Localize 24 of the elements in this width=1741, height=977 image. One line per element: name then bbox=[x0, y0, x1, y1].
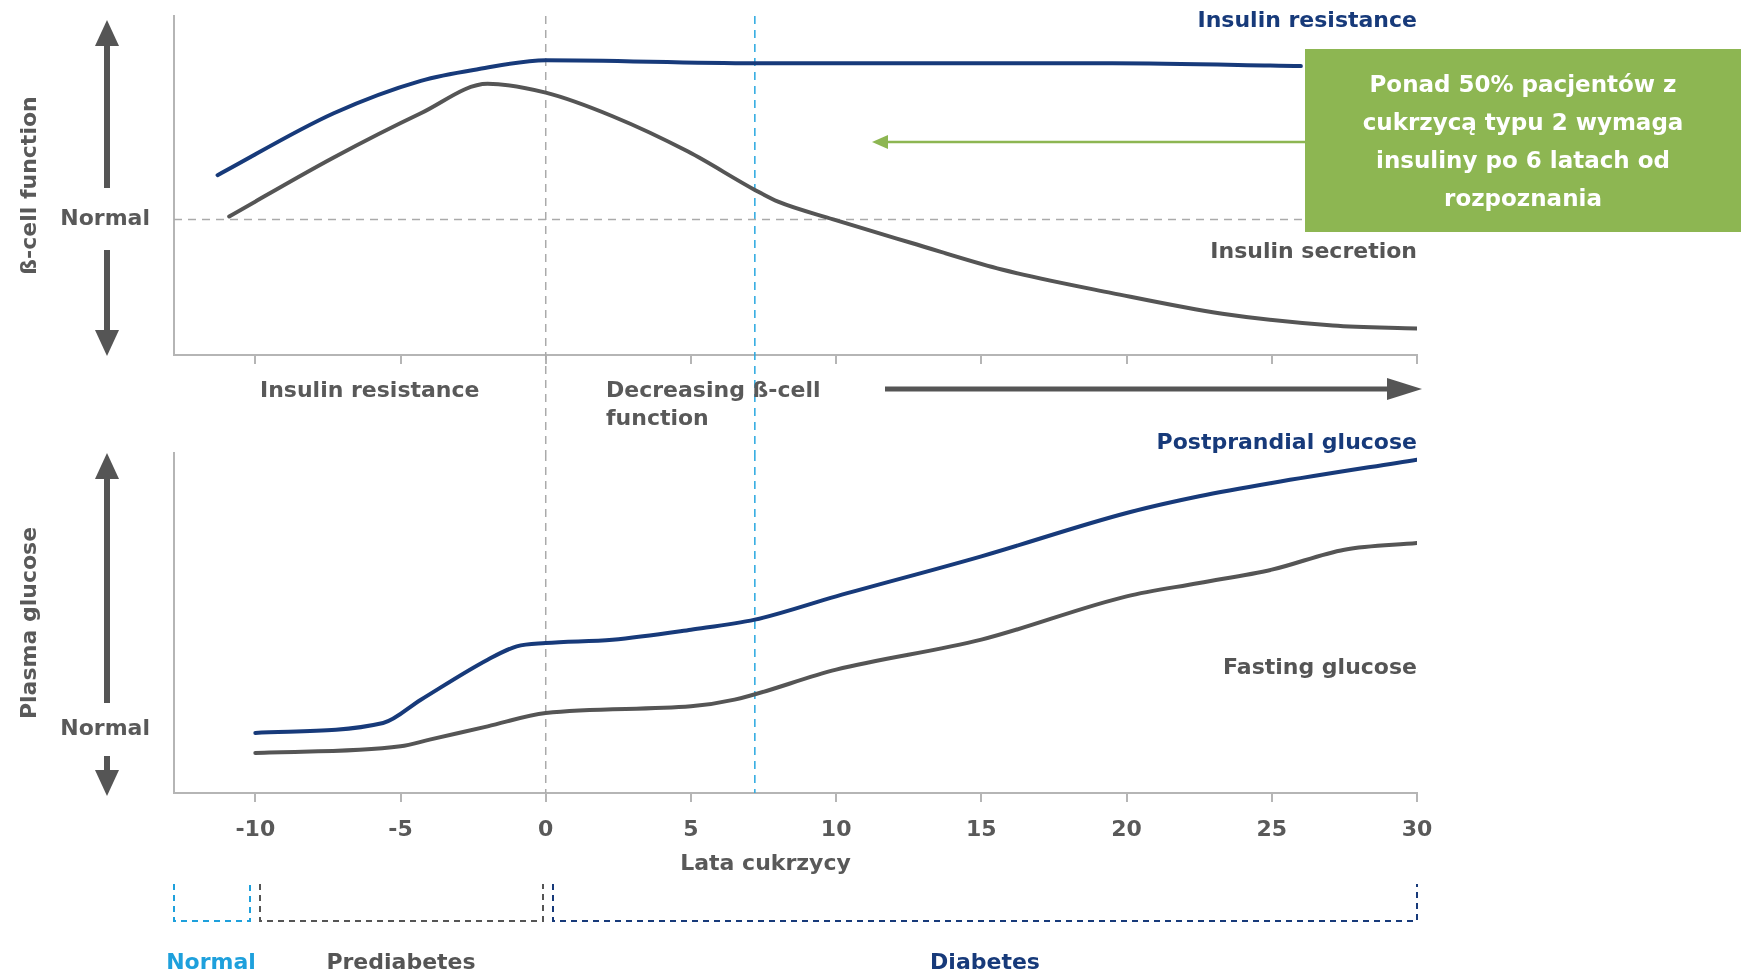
series-label: Postprandial glucose bbox=[1156, 428, 1417, 454]
note-box: Ponad 50% pacjentów z cukrzycą typu 2 wymaga insuliny po 6 latach od rozpoznania bbox=[1305, 49, 1741, 232]
x-tick-label: -10 bbox=[235, 815, 276, 841]
x-tick-label: 10 bbox=[820, 815, 852, 841]
x-axis-title: Lata cukrzycy bbox=[680, 849, 851, 875]
x-tick-label: 15 bbox=[966, 815, 997, 841]
x-tick-label: 0 bbox=[538, 815, 554, 841]
text: Diabetes bbox=[930, 948, 1040, 974]
text: Prediabetes bbox=[326, 948, 476, 974]
text: Decreasing ß-cell function bbox=[606, 376, 821, 430]
x-tick-label: 30 bbox=[1401, 815, 1433, 841]
ref-line-label: Normal bbox=[60, 205, 150, 231]
text: Fasting glucose bbox=[1223, 653, 1417, 679]
y-axis-title: ß-cell function bbox=[15, 96, 41, 275]
text: Insulin secretion bbox=[1210, 237, 1417, 263]
x-tick-label: 20 bbox=[1111, 815, 1142, 841]
series-label: Insulin resistance bbox=[1197, 6, 1417, 32]
x-tick-label: -5 bbox=[388, 815, 413, 841]
text: Insulin resistance bbox=[260, 376, 480, 402]
x-tick-label: 5 bbox=[683, 815, 699, 841]
y-axis-title: Plasma glucose bbox=[15, 526, 41, 720]
text: Normal bbox=[166, 948, 256, 974]
text: Normal bbox=[60, 714, 150, 740]
x-tick-label: 25 bbox=[1256, 815, 1288, 841]
